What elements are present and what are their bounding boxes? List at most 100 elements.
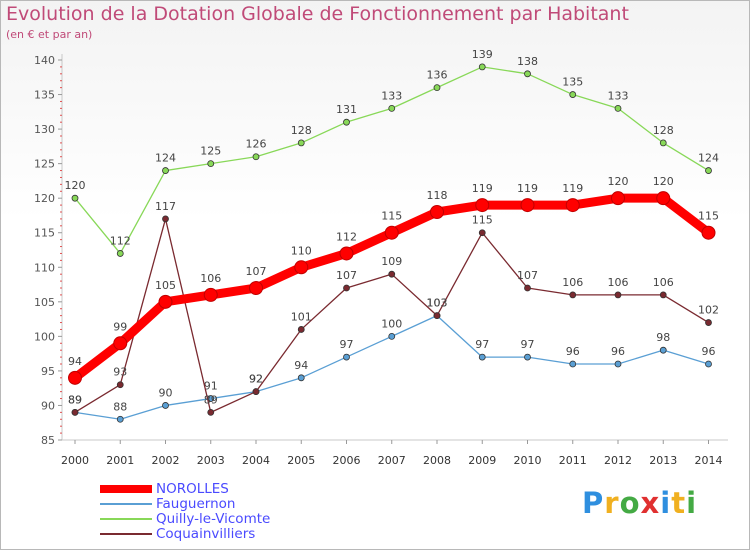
data-point-fauguernon bbox=[614, 360, 622, 368]
data-point-norolles bbox=[520, 198, 535, 213]
data-label-norolles: 119 bbox=[517, 182, 538, 195]
x-tick-label: 2001 bbox=[106, 454, 134, 467]
data-label-norolles: 118 bbox=[427, 189, 448, 202]
data-point-norolles bbox=[430, 205, 444, 219]
data-point-quilly-le-vicomte bbox=[162, 167, 169, 174]
data-point-coquainvilliers bbox=[71, 408, 79, 416]
data-point-coquainvilliers bbox=[297, 326, 305, 333]
chart-subtitle: (en € et par an) bbox=[6, 28, 93, 41]
data-label-norolles: 115 bbox=[698, 210, 719, 223]
data-label-fauguernon: 98 bbox=[656, 331, 670, 344]
data-point-quilly-le-vicomte bbox=[297, 139, 305, 147]
data-point-fauguernon bbox=[478, 353, 486, 361]
data-label-quilly-le-vicomte: 112 bbox=[110, 234, 131, 247]
y-tick-label: 140 bbox=[34, 54, 55, 67]
x-tick-label: 2000 bbox=[61, 454, 89, 467]
data-point-fauguernon bbox=[116, 415, 124, 423]
data-point-fauguernon bbox=[343, 353, 350, 361]
y-tick-label: 130 bbox=[34, 123, 55, 136]
data-point-quilly-le-vicomte bbox=[569, 91, 577, 98]
data-label-quilly-le-vicomte: 133 bbox=[608, 89, 629, 102]
y-tick-label: 95 bbox=[41, 365, 55, 378]
logo-letter: i bbox=[660, 486, 672, 520]
data-label-quilly-le-vicomte: 128 bbox=[291, 124, 312, 137]
data-label-coquainvilliers: 101 bbox=[291, 310, 312, 323]
data-point-norolles bbox=[249, 281, 263, 295]
data-point-fauguernon bbox=[705, 360, 712, 368]
data-label-fauguernon: 94 bbox=[294, 359, 308, 372]
logo-letter: i bbox=[686, 486, 698, 520]
data-label-quilly-le-vicomte: 136 bbox=[427, 69, 448, 82]
y-tick-label: 85 bbox=[41, 434, 55, 447]
y-tick-label: 135 bbox=[34, 89, 55, 102]
data-point-norolles bbox=[158, 294, 173, 309]
data-label-quilly-le-vicomte: 120 bbox=[65, 179, 86, 192]
data-point-norolles bbox=[68, 370, 82, 385]
data-label-fauguernon: 97 bbox=[521, 338, 535, 351]
x-tick-label: 2014 bbox=[695, 454, 723, 467]
data-label-fauguernon: 89 bbox=[68, 393, 82, 406]
data-label-fauguernon: 97 bbox=[340, 338, 354, 351]
data-label-quilly-le-vicomte: 128 bbox=[653, 124, 674, 137]
proxiti-logo: Proxiti bbox=[582, 486, 697, 520]
series-line-coquainvilliers bbox=[74, 218, 710, 414]
data-point-norolles bbox=[611, 191, 625, 206]
legend-swatch bbox=[100, 533, 152, 535]
data-point-coquainvilliers bbox=[524, 284, 531, 292]
data-label-norolles: 94 bbox=[68, 355, 82, 368]
data-label-fauguernon: 96 bbox=[566, 345, 580, 358]
data-label-norolles: 99 bbox=[113, 320, 127, 333]
data-point-quilly-le-vicomte bbox=[524, 70, 531, 78]
y-tick-label: 90 bbox=[41, 399, 55, 412]
legend-swatch bbox=[100, 485, 152, 493]
data-point-coquainvilliers bbox=[569, 291, 577, 299]
x-tick-label: 2006 bbox=[333, 454, 361, 467]
data-label-norolles: 115 bbox=[381, 210, 402, 223]
data-label-fauguernon: 96 bbox=[611, 345, 625, 358]
data-point-fauguernon bbox=[388, 332, 396, 340]
logo-letter: r bbox=[604, 486, 620, 520]
x-tick-label: 2013 bbox=[649, 454, 677, 467]
data-point-coquainvilliers bbox=[705, 319, 712, 326]
data-point-norolles bbox=[384, 225, 399, 240]
data-point-quilly-le-vicomte bbox=[116, 250, 124, 257]
x-tick-label: 2011 bbox=[559, 454, 587, 467]
logo-letter: t bbox=[671, 486, 687, 520]
legend-label: NOROLLES bbox=[156, 481, 229, 497]
data-point-fauguernon bbox=[524, 353, 531, 361]
legend-label: Coquainvilliers bbox=[156, 526, 256, 542]
data-label-coquainvilliers: 92 bbox=[249, 373, 263, 386]
data-label-fauguernon: 97 bbox=[475, 338, 489, 351]
data-label-quilly-le-vicomte: 138 bbox=[517, 55, 538, 68]
x-tick-label: 2009 bbox=[468, 454, 496, 467]
y-tick-label: 120 bbox=[34, 192, 55, 205]
data-point-quilly-le-vicomte bbox=[343, 118, 350, 126]
data-label-fauguernon: 100 bbox=[381, 317, 402, 330]
data-label-fauguernon: 92 bbox=[249, 373, 263, 386]
data-point-quilly-le-vicomte bbox=[207, 160, 215, 168]
line-chart: 85 90 95 100 105 110 115 120 125 130 135 140 2000 200… bbox=[34, 48, 728, 467]
data-label-coquainvilliers: 103 bbox=[427, 297, 448, 310]
data-point-norolles bbox=[113, 336, 128, 351]
data-label-norolles: 107 bbox=[246, 265, 267, 278]
legend-label: Fauguernon bbox=[156, 496, 236, 512]
data-label-quilly-le-vicomte: 126 bbox=[246, 138, 267, 151]
y-tick-label: 110 bbox=[34, 261, 55, 274]
logo-letter: o bbox=[619, 486, 641, 520]
x-tick-label: 2003 bbox=[197, 454, 225, 467]
data-label-quilly-le-vicomte: 135 bbox=[562, 76, 583, 89]
data-point-fauguernon bbox=[569, 360, 577, 368]
data-label-coquainvilliers: 107 bbox=[517, 269, 538, 282]
data-point-coquainvilliers bbox=[433, 312, 441, 320]
data-point-coquainvilliers bbox=[343, 284, 350, 292]
data-label-quilly-le-vicomte: 124 bbox=[155, 152, 176, 165]
data-point-coquainvilliers bbox=[162, 215, 169, 223]
data-point-quilly-le-vicomte bbox=[252, 153, 260, 161]
data-label-coquainvilliers: 89 bbox=[68, 393, 82, 406]
data-label-coquainvilliers: 106 bbox=[608, 276, 629, 289]
data-label-coquainvilliers: 106 bbox=[562, 276, 583, 289]
data-label-fauguernon: 91 bbox=[204, 380, 218, 393]
x-tick-label: 2012 bbox=[604, 454, 632, 467]
data-point-quilly-le-vicomte bbox=[614, 104, 622, 112]
data-label-norolles: 110 bbox=[291, 244, 312, 257]
